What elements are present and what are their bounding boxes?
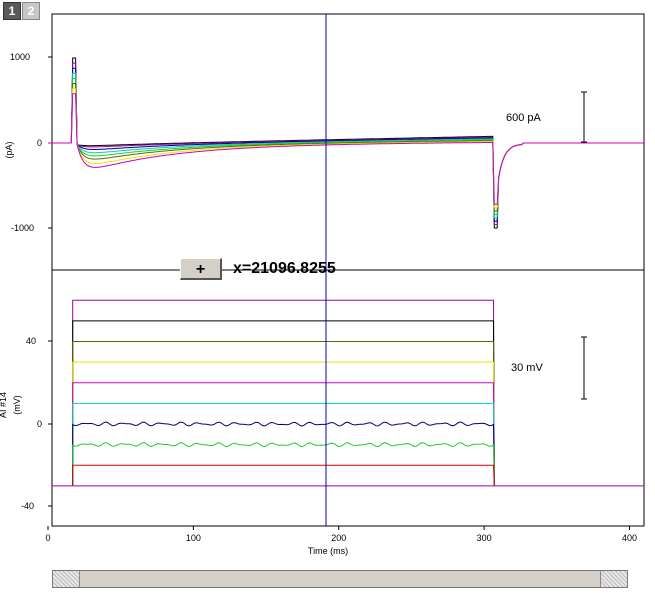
tab-1[interactable]: 1 [3, 2, 21, 20]
current-ytick: 0 [37, 138, 42, 148]
voltage-traces [52, 299, 644, 487]
voltage-step-olive [72, 341, 495, 486]
current-ytick: -1000 [11, 223, 34, 233]
current-ytick: 1000 [10, 52, 30, 62]
voltage-step-purple [72, 299, 495, 486]
x-tick-label: 100 [186, 533, 201, 543]
x-tick-label: 400 [622, 533, 637, 543]
x-axis: 0 100 200 300 400 [45, 526, 637, 543]
current-trace-magenta [48, 93, 644, 205]
current-trace-green [48, 77, 644, 215]
scroll-right-handle[interactable] [600, 571, 627, 587]
tab-2[interactable]: 2 [22, 2, 40, 20]
voltage-panel-frame [51, 269, 645, 527]
voltage-step-red [72, 464, 495, 486]
voltage-step-green [72, 442, 495, 486]
current-traces [48, 57, 644, 229]
voltage-ytick: 40 [26, 336, 36, 346]
voltage-ytick: 0 [37, 419, 42, 429]
voltage-step-black [72, 320, 495, 486]
voltage-step-navy [72, 421, 495, 486]
current-scale-label: 600 pA [506, 112, 542, 124]
voltage-ylabel: (mV) [12, 395, 22, 415]
cursor-x-readout: x=21096.8255 [233, 260, 336, 277]
horizontal-scrollbar[interactable] [52, 570, 628, 588]
x-axis-label: Time (ms) [308, 546, 348, 556]
x-tick-label: 300 [477, 533, 492, 543]
voltage-ytick: -40 [21, 501, 34, 511]
x-tick-label: 200 [331, 533, 346, 543]
current-trace-yellow [48, 88, 644, 209]
voltage-step-yellow [72, 361, 495, 486]
x-tick-label: 0 [45, 533, 50, 543]
voltage-scale-label: 30 mV [511, 362, 543, 374]
scroll-left-handle[interactable] [53, 571, 80, 587]
current-ylabel: (pA) [4, 141, 14, 158]
voltage-side-label: AI #14 [0, 392, 8, 418]
voltage-step-magenta [72, 382, 495, 486]
cursor-add-button[interactable]: + [180, 258, 222, 280]
voltage-step-cyan [72, 402, 495, 486]
